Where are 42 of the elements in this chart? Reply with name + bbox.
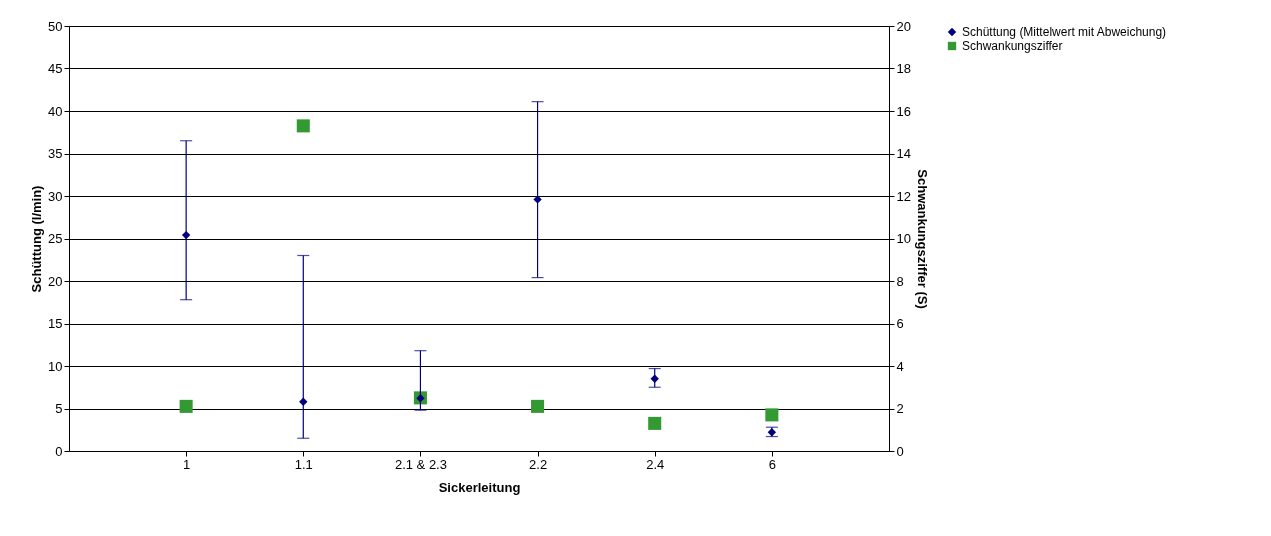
legend-label: Schüttung (Mittelwert mit Abweichung) — [962, 25, 1167, 39]
y2-tick-label: 20 — [896, 18, 911, 34]
point — [181, 230, 191, 240]
y2-tick-label: 16 — [896, 103, 911, 119]
y-tick-label: 10 — [48, 358, 63, 374]
x-tick-label: 2.1 & 2.3 — [394, 456, 447, 472]
point — [765, 408, 779, 422]
point — [648, 416, 662, 430]
point — [650, 374, 659, 383]
x-tick-label: 2.4 — [646, 456, 665, 472]
y-tick-label: 50 — [48, 18, 63, 34]
y-tick-label: 0 — [55, 443, 63, 459]
y2-tick-label: 10 — [896, 231, 911, 246]
y-tick-label: 40 — [48, 103, 63, 119]
y2-tick-label: 12 — [896, 188, 911, 204]
y-axis-title: Schüttung (l/min) — [29, 185, 45, 293]
point — [179, 399, 193, 413]
point — [296, 119, 310, 133]
y2-tick-label: 14 — [896, 146, 911, 161]
y-tick-label: 20 — [48, 273, 63, 289]
y2-tick-label: 6 — [896, 316, 904, 331]
y2-tick-label: 4 — [896, 358, 904, 374]
point — [533, 195, 542, 204]
y-tick-label: 25 — [48, 231, 63, 246]
y2-tick-label: 8 — [896, 273, 904, 289]
y2-tick-label: 2 — [896, 401, 904, 416]
y-tick-label: 5 — [55, 401, 63, 416]
y2-tick-label: 18 — [896, 61, 911, 76]
point — [299, 397, 308, 406]
x-tick-label: 6 — [768, 456, 776, 472]
y-tick-label: 45 — [48, 61, 63, 76]
y2-tick-label: 0 — [896, 443, 904, 459]
y-tick-label: 35 — [48, 146, 63, 161]
x-axis-title: Sickerleitung — [438, 479, 521, 495]
y2-axis-title: Schwankungsziffer (S) — [914, 169, 930, 309]
x-tick-label: 1.1 — [294, 456, 313, 472]
y-tick-label: 30 — [48, 188, 63, 204]
legend-label: Schwankungsziffer — [962, 39, 1063, 53]
y-tick-label: 15 — [48, 316, 63, 331]
x-tick-label: 1 — [183, 456, 191, 472]
point — [531, 399, 545, 413]
x-tick-label: 2.2 — [529, 456, 548, 472]
